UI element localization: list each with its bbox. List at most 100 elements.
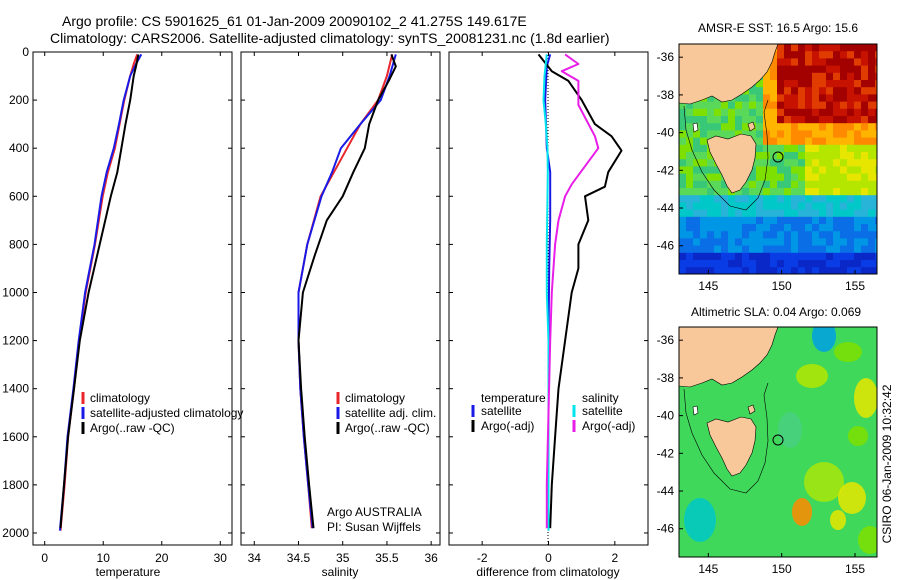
sst-cell — [714, 101, 722, 110]
sst-cell — [847, 216, 855, 225]
sst-cell — [742, 216, 750, 225]
sst-cell — [812, 101, 820, 110]
sst-cell — [679, 224, 687, 232]
sst-cell — [770, 209, 778, 218]
sst-cell — [756, 101, 764, 110]
sst-cell — [805, 202, 813, 211]
sst-cell — [861, 58, 869, 67]
sst-cell — [840, 267, 848, 274]
sst-cell — [784, 260, 792, 268]
map-x-tick-label: 155 — [845, 562, 865, 576]
sst-cell — [833, 224, 841, 232]
sst-cell — [707, 123, 715, 131]
sst-cell — [812, 152, 820, 160]
sst-cell — [861, 166, 869, 175]
sst-cell — [749, 116, 757, 124]
sst-cell — [847, 65, 855, 74]
sst-cell — [826, 216, 834, 225]
sst-cell — [798, 65, 806, 74]
sst-cell — [833, 72, 841, 81]
sla-anomaly-blobs — [684, 327, 877, 554]
sst-cell — [875, 123, 877, 131]
sst-cell — [777, 116, 785, 124]
sst-cell — [805, 72, 813, 81]
sst-cell — [770, 173, 778, 182]
sst-cell — [742, 101, 750, 110]
sst-cell — [679, 144, 687, 153]
sst-cell — [847, 108, 855, 117]
island-flinders — [747, 121, 756, 132]
sst-cell — [686, 173, 694, 182]
sst-cell — [721, 195, 729, 203]
sst-cell — [791, 123, 799, 131]
sst-cell — [777, 144, 785, 153]
sst-cell — [679, 252, 687, 261]
sst-cell — [777, 101, 785, 110]
sla-anomaly — [778, 412, 802, 448]
sst-cell — [756, 260, 764, 268]
sst-cell — [714, 252, 722, 261]
sst-cell — [812, 44, 820, 52]
sst-cell — [728, 252, 736, 261]
sst-cell — [819, 274, 827, 282]
sst-cell — [812, 188, 820, 196]
sst-cell — [868, 58, 876, 67]
sst-cell — [854, 245, 862, 254]
sst-cell — [798, 173, 806, 182]
sst-cell — [707, 101, 715, 110]
sst-cell — [868, 267, 876, 274]
sst-cell — [756, 166, 764, 175]
sst-cell — [735, 202, 743, 211]
sst-cell — [812, 245, 820, 254]
sst-cell — [826, 180, 834, 189]
sst-cell — [861, 130, 869, 139]
sst-cell — [763, 238, 771, 247]
sst-cell — [798, 238, 806, 247]
sst-cell — [805, 231, 813, 239]
sst-cell — [735, 224, 743, 232]
sst-cell — [861, 123, 869, 131]
sst-cell — [798, 188, 806, 196]
sst-cell — [861, 173, 869, 182]
sst-cell — [763, 87, 771, 95]
sst-cell — [700, 180, 708, 189]
sst-cell — [868, 209, 876, 218]
sst-cell — [707, 130, 715, 139]
sst-cell — [784, 202, 792, 211]
sst-cell — [756, 209, 764, 218]
sst-cell — [693, 116, 701, 124]
sst-cell — [707, 195, 715, 203]
sst-cell — [770, 144, 778, 153]
sst-cell — [679, 188, 687, 196]
sst-cell — [833, 65, 841, 74]
sst-cell — [812, 87, 820, 95]
legend-label-sal-argo: Argo(-adj) — [582, 419, 635, 433]
series-line-argo-raw-qc- — [59, 54, 140, 529]
sst-cell — [854, 137, 862, 146]
sst-cell — [749, 180, 757, 189]
sst-cell — [875, 216, 877, 225]
sst-cell — [854, 44, 862, 52]
sst-cell — [735, 260, 743, 268]
sst-cell — [854, 87, 862, 95]
sst-cell — [875, 231, 877, 239]
sst-cell — [679, 123, 687, 131]
sst-cell — [847, 224, 855, 232]
sst-cell — [819, 72, 827, 81]
sst-cell — [749, 101, 757, 110]
sst-cell — [805, 188, 813, 196]
sst-cell — [686, 180, 694, 189]
sst-cell — [707, 166, 715, 175]
sst-cell — [686, 202, 694, 211]
sst-cell — [686, 101, 694, 110]
sst-cell — [791, 209, 799, 218]
sst-cell — [868, 202, 876, 211]
sst-cell — [868, 144, 876, 153]
sst-cell — [770, 108, 778, 117]
sst-cell — [777, 216, 785, 225]
sst-cell — [770, 152, 778, 160]
sst-cell — [819, 180, 827, 189]
sst-cell — [868, 252, 876, 261]
sst-cell — [763, 152, 771, 160]
sst-cell — [686, 195, 694, 203]
